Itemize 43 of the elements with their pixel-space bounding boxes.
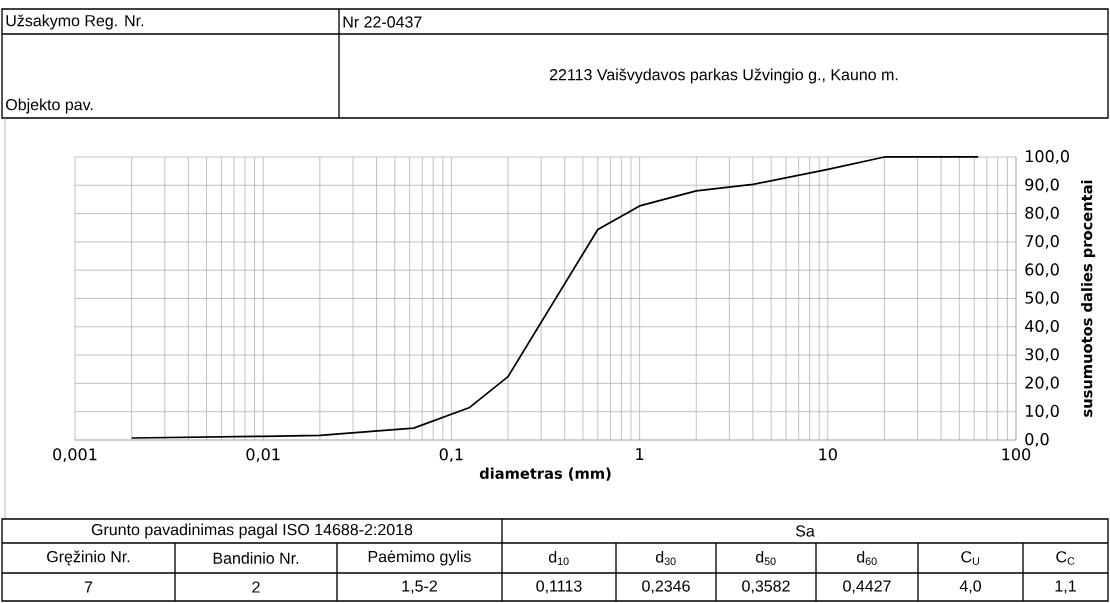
y-axis-title: susumuotos dalies procentai — [1080, 180, 1096, 417]
x-tick-label: 0,01 — [246, 448, 280, 462]
text: 0,3582 — [742, 580, 790, 594]
y-tick-label: 20,0 — [1025, 376, 1059, 391]
y-tick-label: 60,0 — [1025, 263, 1059, 278]
text: d$_{10}$ — [548, 550, 569, 566]
text: Gręžinio Nr. — [47, 550, 130, 566]
text: 0,1113 — [536, 580, 582, 594]
y-tick-label: 10,0 — [1026, 404, 1059, 419]
text: 0,2346 — [642, 580, 690, 594]
y-tick-label: 80,0 — [1025, 206, 1059, 221]
text: C$_{U}$ — [961, 551, 979, 565]
y-tick-label: 0,0 — [1025, 433, 1049, 447]
text: Nr 22-0437 — [343, 16, 422, 28]
text: Užsakymo Reg. Nr. — [6, 14, 144, 30]
y-tick-label: 70,0 — [1025, 235, 1059, 249]
text: 2 — [252, 581, 260, 593]
text: Paėmimo gylis — [368, 550, 471, 566]
text: C$_{C}$ — [1056, 551, 1075, 565]
text: 1,1 — [1055, 580, 1076, 594]
text: Bandinio Nr. — [213, 552, 299, 564]
text: Sa — [795, 525, 815, 537]
text: Grunto pavadinimas pagal ISO 14688-2:2018 — [91, 523, 413, 539]
text: Objekto pav. — [6, 98, 93, 114]
x-tick-label: 0,001 — [53, 448, 97, 462]
text: 0,4427 — [843, 580, 891, 594]
y-tick-label: 100,0 — [1026, 150, 1069, 164]
y-tick-label: 50,0 — [1025, 291, 1059, 306]
text: 1,5-2 — [402, 580, 437, 594]
x-axis-title: diametras (mm) — [479, 467, 611, 481]
y-tick-label: 40,0 — [1025, 319, 1059, 334]
x-tick-label: 1 — [636, 448, 644, 460]
x-tick-label: 100 — [1002, 448, 1031, 461]
text: 7 — [84, 581, 93, 593]
text: d$_{30}$ — [655, 550, 676, 566]
y-tick-label: 30,0 — [1025, 348, 1059, 362]
text: 22113 Vaišvydavos parkas Užvingio g., Kauno m. — [549, 68, 898, 84]
x-tick-label: 0,1 — [439, 448, 463, 462]
text: d$_{50}$ — [755, 550, 776, 566]
text: d$_{60}$ — [856, 550, 877, 566]
x-tick-label: 10 — [819, 448, 837, 461]
text: 4,0 — [959, 580, 982, 594]
y-tick-label: 90,0 — [1025, 178, 1059, 193]
